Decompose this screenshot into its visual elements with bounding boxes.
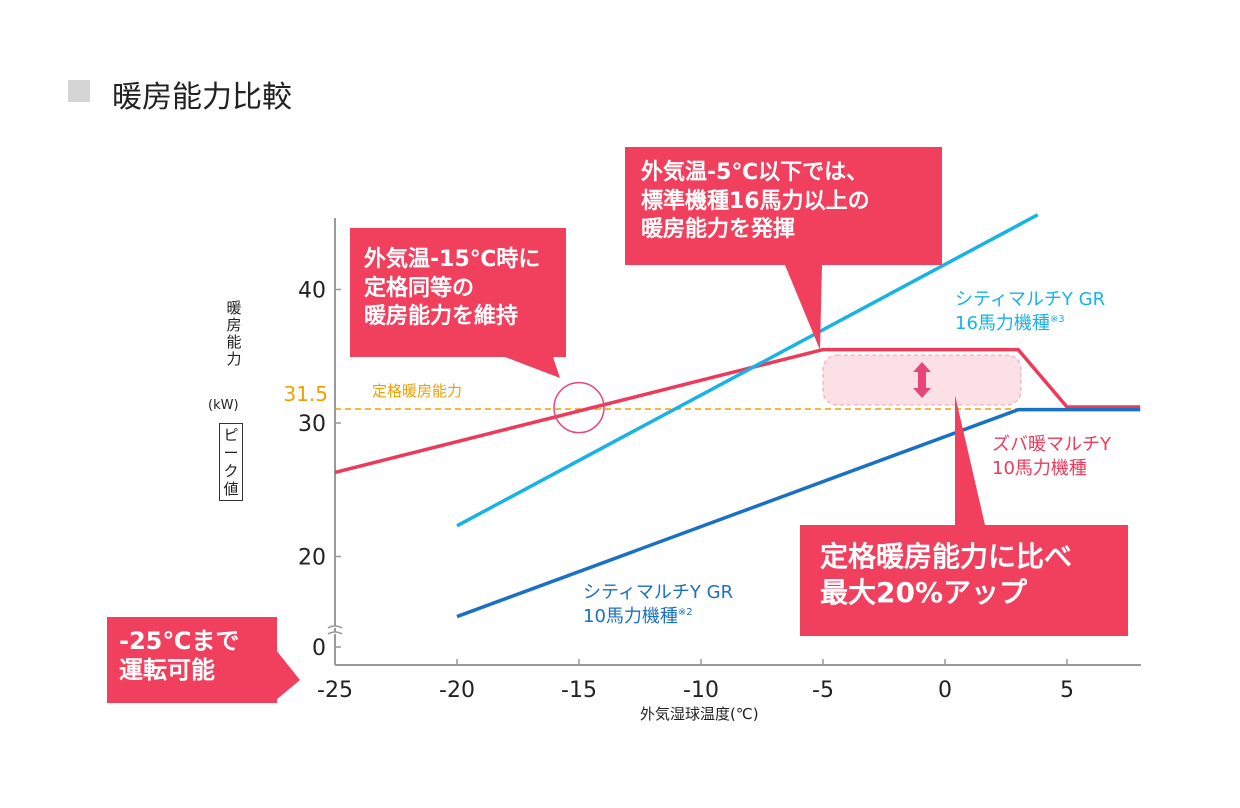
x-tick-label: -10 [683, 678, 719, 703]
series-label: シティマルチY GR [583, 582, 733, 603]
series-label: ズバ暖マルチY [992, 434, 1112, 455]
callout-minus25: -25℃まで 運転可能 [107, 617, 277, 703]
callout-line: 定格同等の [364, 275, 475, 301]
series-line-1 [456, 213, 1039, 528]
callout-minus5: 外気温-5℃以下では、 標準機種16馬力以上の 暖房能力を発揮 [625, 147, 942, 265]
reference-value-label: 31.5 [283, 382, 328, 406]
y-axis-note: ピーク値 [219, 423, 243, 501]
page-title: 暖房能力比較 [112, 80, 292, 115]
x-tick-label: -5 [812, 678, 834, 703]
callout-pointer [505, 357, 560, 378]
y-axis-unit: (kW) [208, 398, 239, 413]
x-tick-label: 5 [1060, 678, 1074, 703]
callout-pointer [785, 265, 822, 350]
double-arrow-icon [913, 362, 931, 398]
y-axis-label: 暖房能力 [226, 299, 242, 368]
callout-line: 暖房能力を維持 [364, 304, 519, 330]
series-label: 10馬力機種※2 [583, 606, 693, 627]
x-tick-label: -20 [439, 678, 475, 703]
callout-line: 定格暖房能力に比べ [820, 540, 1073, 573]
callout-pointer [955, 395, 985, 525]
callout-line: 暖房能力を発揮 [641, 217, 796, 243]
callout-20percent: 定格暖房能力に比べ 最大20%アップ [800, 525, 1128, 636]
y-tick-label: 40 [298, 279, 326, 304]
callout-line: 外気温-5℃以下では、 [641, 160, 869, 185]
x-tick-label: -25 [317, 678, 353, 703]
callout-line: 運転可能 [119, 655, 215, 684]
series-label: 10馬力機種 [992, 458, 1087, 479]
x-axis-label: 外気湿球温度(℃) [640, 705, 759, 723]
axis-break-icon [327, 625, 343, 635]
callout-line: 最大20%アップ [820, 576, 1028, 610]
series-note: ※3 [1050, 314, 1065, 325]
series-note: ※2 [678, 607, 693, 618]
callout-minus15: 外気温-15℃時に 定格同等の 暖房能力を維持 [350, 228, 566, 357]
highlight-circle [553, 381, 605, 434]
callout-line: -25℃まで [119, 627, 240, 655]
series-label: シティマルチY GR [955, 289, 1105, 310]
series-line-0 [334, 347, 1141, 475]
series-label: 16馬力機種※3 [955, 313, 1065, 334]
series-line-2 [456, 407, 1141, 619]
x-tick-label: 0 [938, 678, 952, 703]
x-tick-label: -15 [561, 678, 597, 703]
reference-line-label: 定格暖房能力 [372, 382, 462, 400]
callout-line: 外気温-15℃時に [364, 247, 541, 272]
callout-pointer [276, 650, 300, 700]
title-marker [68, 80, 90, 102]
y-tick-label: 0 [312, 636, 326, 661]
callout-line: 標準機種16馬力以上の [641, 188, 870, 214]
y-tick-label: 20 [298, 546, 326, 571]
y-tick-label: 30 [298, 412, 326, 437]
